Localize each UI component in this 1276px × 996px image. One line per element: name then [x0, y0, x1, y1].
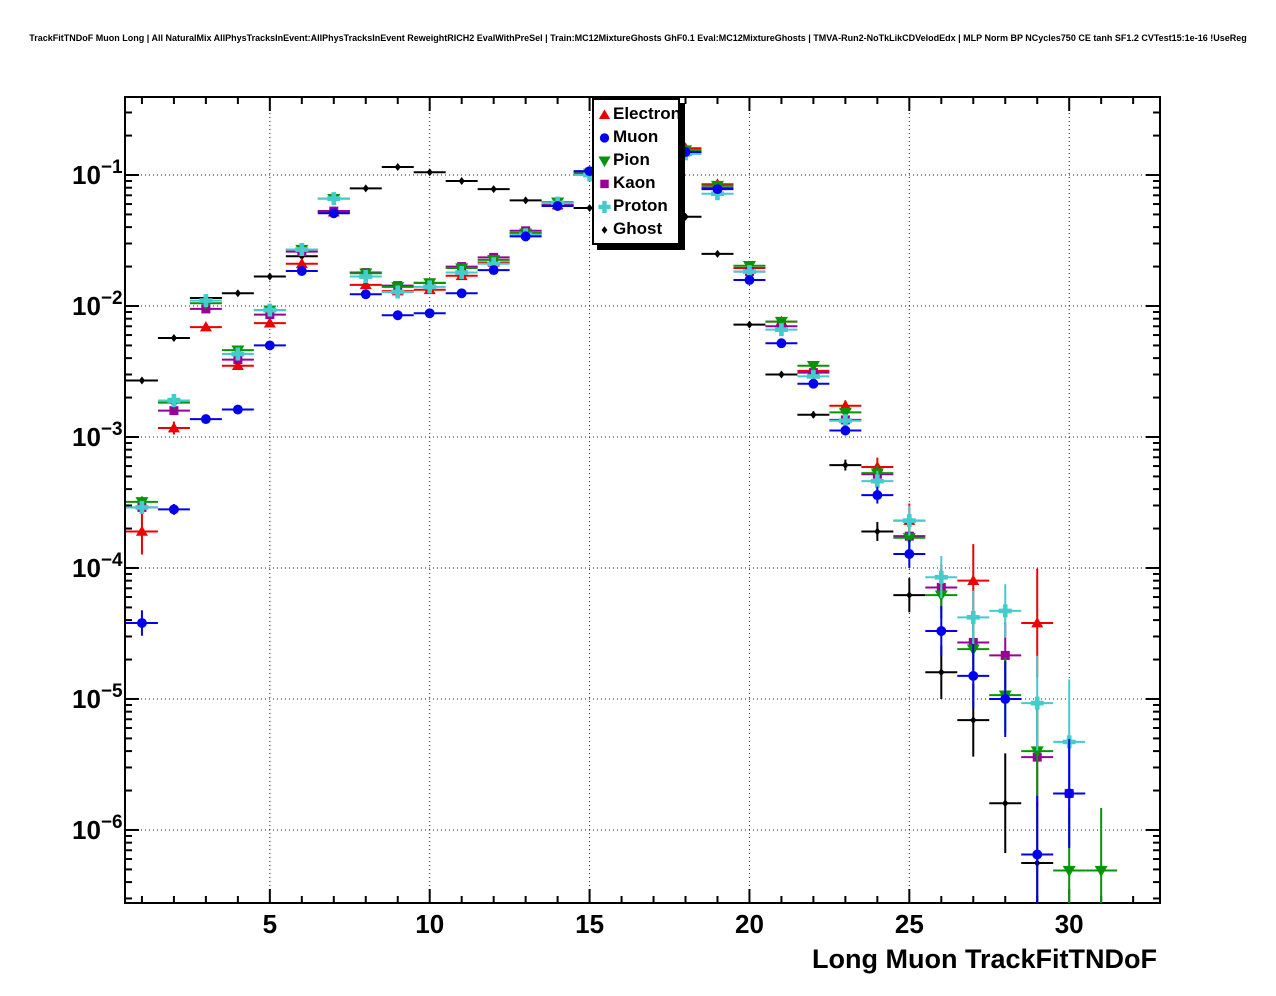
gridlines: [125, 97, 1160, 903]
plot-title: TrackFitTNDoF Muon Long | All NaturalMix…: [29, 33, 1247, 43]
svg-text:10−4: 10−4: [72, 550, 123, 583]
legend-box: Electron Muon Pion Kaon Proton Ghost: [592, 98, 682, 245]
plot-frame: [124, 96, 1161, 904]
series-muon: [125, 146, 1086, 903]
legend-entry-muon: Muon: [597, 126, 678, 148]
axis-ticks: [125, 97, 1160, 903]
svg-text:10−1: 10−1: [72, 157, 123, 190]
svg-text:10: 10: [415, 909, 444, 939]
kaon-marker-icon: [600, 179, 609, 189]
series-ghost: [125, 163, 1054, 903]
legend-entry-ghost: Ghost: [597, 218, 678, 240]
muon-marker-icon: [599, 133, 610, 143]
axis-tick-labels: 5 10 15 20 25 30 10−1 10−2 10−3 10−4 10−5 10−6: [72, 157, 1084, 939]
svg-text:10−2: 10−2: [72, 288, 123, 321]
electron-marker-icon: [598, 108, 611, 119]
series-pion: [125, 145, 1118, 903]
pion-marker-icon: [598, 156, 611, 167]
svg-text:10−6: 10−6: [72, 812, 123, 845]
svg-text:25: 25: [895, 909, 924, 939]
legend-entry-electron: Electron: [597, 103, 682, 125]
legend-entry-kaon: Kaon: [597, 172, 678, 194]
legend-entry-proton: Proton: [597, 195, 678, 217]
legend-label-muon: Muon: [613, 126, 659, 146]
svg-text:10−3: 10−3: [72, 419, 123, 452]
x-axis-title: Long Muon TrackFitTNDoF: [812, 944, 1157, 974]
svg-text:10−5: 10−5: [72, 681, 123, 714]
legend-label-pion: Pion: [613, 149, 650, 169]
legend-label-electron: Electron: [613, 103, 682, 123]
legend-label-ghost: Ghost: [613, 219, 663, 239]
svg-text:15: 15: [575, 909, 604, 939]
legend-entry-pion: Pion: [597, 149, 678, 171]
svg-text:5: 5: [263, 909, 277, 939]
legend-label-proton: Proton: [613, 196, 668, 216]
proton-marker-icon: [598, 201, 611, 214]
svg-text:20: 20: [735, 909, 764, 939]
svg-text:30: 30: [1055, 909, 1084, 939]
legend-label-kaon: Kaon: [613, 173, 656, 193]
ghost-marker-icon: [601, 226, 608, 235]
